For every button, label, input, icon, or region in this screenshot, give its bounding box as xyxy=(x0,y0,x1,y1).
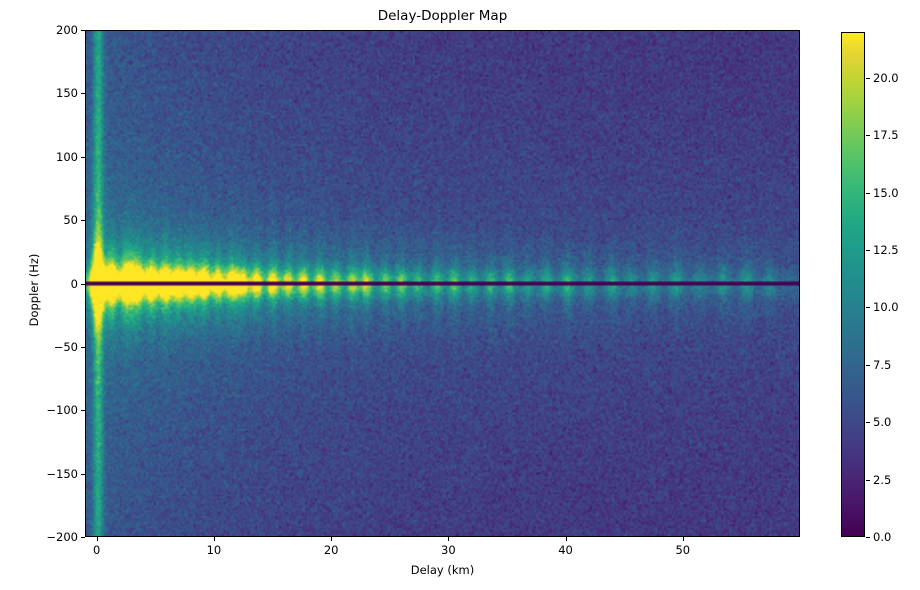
y-tick-label: −50 xyxy=(53,339,78,354)
y-tick-mark xyxy=(81,537,85,538)
colorbar-tick-mark xyxy=(866,479,870,481)
y-tick-mark xyxy=(81,93,85,95)
colorbar-tick-mark xyxy=(866,364,870,366)
y-tick-label: 100 xyxy=(56,149,78,164)
y-tick-label: −150 xyxy=(46,466,78,481)
x-tick-label: 30 xyxy=(441,543,456,557)
x-tick-mark xyxy=(331,537,333,541)
colorbar-tick-mark xyxy=(866,422,870,424)
colorbar-tick-mark xyxy=(866,77,870,79)
colorbar-gradient xyxy=(842,33,864,536)
colorbar-tick-label: 12.5 xyxy=(873,243,899,258)
colorbar-tick-label: 0.0 xyxy=(873,530,892,544)
colorbar-tick-label: 7.5 xyxy=(873,357,892,372)
heatmap-pixels xyxy=(86,31,799,536)
y-tick-mark xyxy=(81,283,85,285)
x-tick-mark xyxy=(682,537,684,541)
y-tick-mark xyxy=(81,30,85,31)
colorbar-tick-label: 15.0 xyxy=(873,185,899,200)
colorbar-tick-label: 17.5 xyxy=(873,128,899,143)
x-axis-label: Delay (km) xyxy=(410,563,475,577)
y-tick-mark xyxy=(81,220,85,222)
colorbar-tick-label: 5.0 xyxy=(873,415,892,430)
colorbar-tick-mark xyxy=(866,250,870,252)
x-tick-mark xyxy=(448,537,450,541)
y-tick-mark xyxy=(81,410,85,412)
y-tick-label: 50 xyxy=(63,213,78,228)
x-tick-label: 40 xyxy=(558,543,573,557)
y-tick-label: −100 xyxy=(46,403,78,418)
x-tick-label: 50 xyxy=(675,543,691,557)
x-tick-mark xyxy=(213,537,215,541)
heatmap-axes[interactable] xyxy=(85,30,800,537)
y-tick-label: 200 xyxy=(56,23,78,37)
y-tick-label: 150 xyxy=(56,86,78,101)
colorbar[interactable] xyxy=(841,32,865,537)
x-tick-mark xyxy=(565,537,567,541)
colorbar-tick-mark xyxy=(866,307,870,309)
colorbar-tick-mark xyxy=(866,135,870,137)
x-tick-label: 10 xyxy=(206,543,222,557)
x-tick-label: 20 xyxy=(323,543,339,557)
x-tick-label: 0 xyxy=(93,543,101,557)
delay-doppler-heatmap-image xyxy=(86,31,799,536)
x-tick-mark xyxy=(96,537,98,541)
colorbar-tick-mark xyxy=(866,192,870,194)
chart-title: Delay-Doppler Map xyxy=(377,8,508,24)
colorbar-tick-mark xyxy=(866,537,870,538)
y-tick-label: −200 xyxy=(46,530,78,544)
y-axis-label: Doppler (Hz) xyxy=(27,253,41,327)
y-tick-mark xyxy=(81,346,85,348)
y-tick-label: 0 xyxy=(70,276,78,291)
colorbar-tick-label: 2.5 xyxy=(873,472,892,487)
y-tick-mark xyxy=(81,156,85,158)
colorbar-tick-label: 20.0 xyxy=(873,70,899,85)
colorbar-tick-label: 10.0 xyxy=(873,300,899,315)
y-tick-mark xyxy=(81,473,85,475)
